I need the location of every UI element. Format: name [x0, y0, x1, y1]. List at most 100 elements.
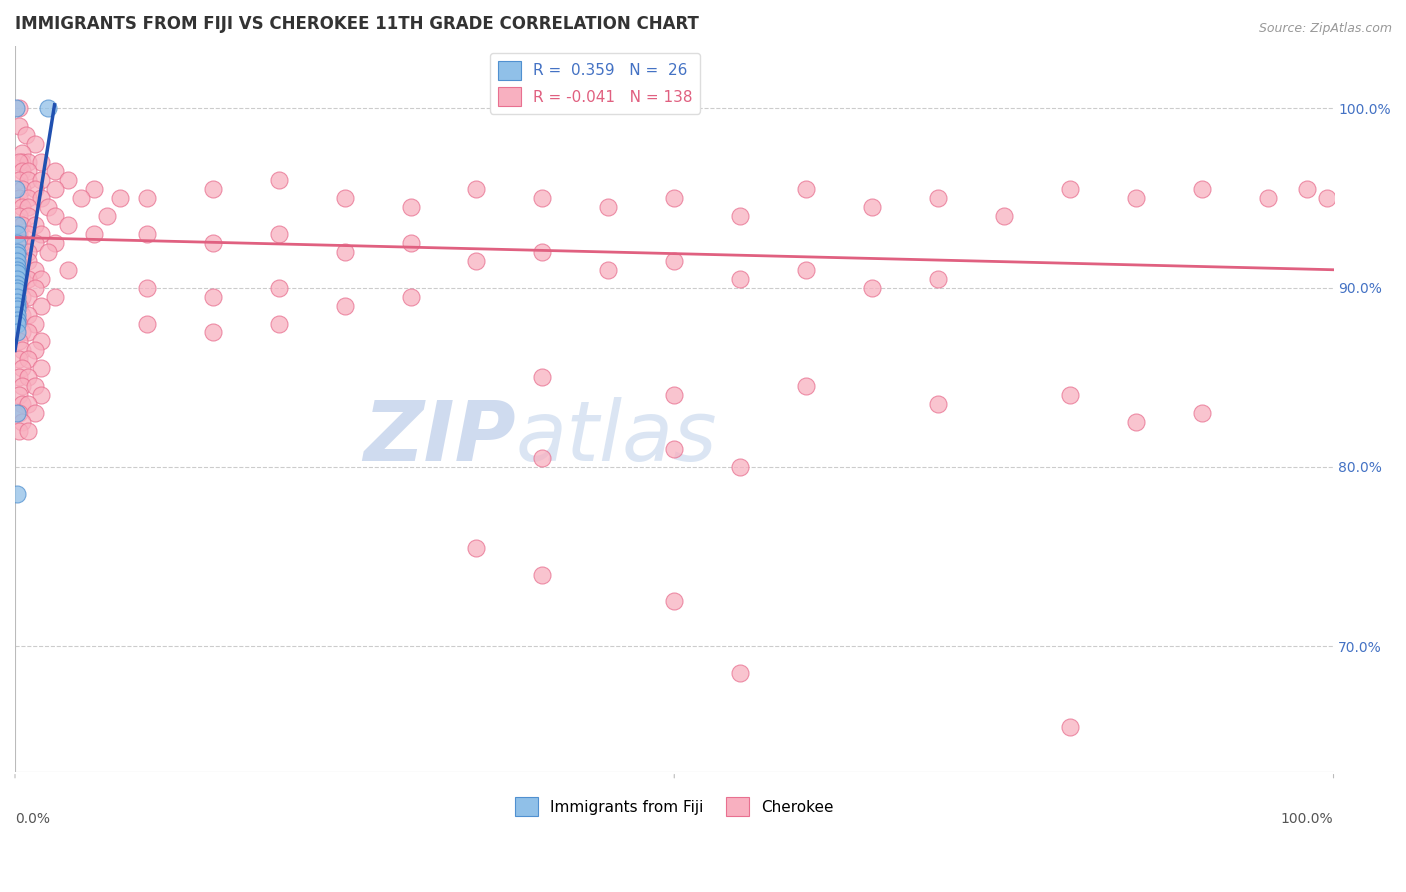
Point [465, 253, 488, 268]
Point [664, 191, 686, 205]
Point [17, 200, 39, 214]
Point [17, 244, 39, 259]
Point [1257, 191, 1279, 205]
Point [6, 406, 28, 420]
Point [10, 253, 32, 268]
Point [30, 227, 52, 241]
Point [399, 235, 422, 250]
Point [110, 191, 132, 205]
Point [30, 334, 52, 349]
Point [6, 271, 28, 285]
Point [44, 235, 66, 250]
Point [44, 290, 66, 304]
Point [135, 227, 157, 241]
Point [333, 191, 356, 205]
Point [30, 173, 52, 187]
Point [6, 295, 28, 310]
Point [1191, 406, 1213, 420]
Point [6, 281, 28, 295]
Point [6, 308, 28, 322]
Point [927, 191, 949, 205]
Point [7, 388, 30, 402]
Point [860, 281, 883, 295]
Point [1191, 182, 1213, 196]
Point [728, 666, 751, 681]
Point [70, 191, 93, 205]
Point [794, 262, 817, 277]
Point [6, 299, 28, 313]
Point [7, 317, 30, 331]
Point [83, 182, 105, 196]
Point [83, 227, 105, 241]
Point [7, 334, 30, 349]
Point [17, 191, 39, 205]
Point [4, 102, 27, 116]
Point [267, 227, 290, 241]
Point [7, 209, 30, 223]
Point [598, 262, 620, 277]
Point [664, 442, 686, 456]
Point [531, 244, 554, 259]
Point [1316, 191, 1339, 205]
Point [7, 244, 30, 259]
Point [17, 326, 39, 340]
Point [37, 102, 59, 116]
Point [17, 173, 39, 187]
Point [24, 281, 46, 295]
Point [10, 326, 32, 340]
Point [135, 191, 157, 205]
Point [56, 173, 79, 187]
Point [927, 271, 949, 285]
Point [10, 253, 32, 268]
Point [10, 290, 32, 304]
Point [17, 352, 39, 367]
Point [531, 450, 554, 465]
Point [7, 424, 30, 438]
Point [7, 102, 30, 116]
Point [794, 182, 817, 196]
Point [201, 326, 224, 340]
Point [6, 262, 28, 277]
Point [1125, 191, 1147, 205]
Point [4, 182, 27, 196]
Point [7, 370, 30, 384]
Point [6, 244, 28, 259]
Point [24, 343, 46, 358]
Point [135, 281, 157, 295]
Point [24, 406, 46, 420]
Text: Source: ZipAtlas.com: Source: ZipAtlas.com [1258, 22, 1392, 36]
Point [6, 248, 28, 262]
Point [17, 308, 39, 322]
Point [37, 200, 59, 214]
Point [6, 326, 28, 340]
Point [201, 235, 224, 250]
Point [6, 235, 28, 250]
Point [7, 191, 30, 205]
Text: ZIP: ZIP [363, 397, 516, 478]
Point [10, 361, 32, 376]
Point [6, 317, 28, 331]
Point [399, 200, 422, 214]
Point [10, 200, 32, 214]
Point [7, 227, 30, 241]
Text: atlas: atlas [516, 397, 717, 478]
Point [465, 182, 488, 196]
Point [17, 227, 39, 241]
Text: 100.0%: 100.0% [1281, 812, 1333, 826]
Point [24, 262, 46, 277]
Point [44, 182, 66, 196]
Point [24, 317, 46, 331]
Point [6, 313, 28, 327]
Point [6, 285, 28, 299]
Point [24, 137, 46, 152]
Point [333, 244, 356, 259]
Point [17, 253, 39, 268]
Point [30, 155, 52, 169]
Point [7, 352, 30, 367]
Point [664, 388, 686, 402]
Point [531, 191, 554, 205]
Point [30, 271, 52, 285]
Point [7, 120, 30, 134]
Point [135, 317, 157, 331]
Point [6, 227, 28, 241]
